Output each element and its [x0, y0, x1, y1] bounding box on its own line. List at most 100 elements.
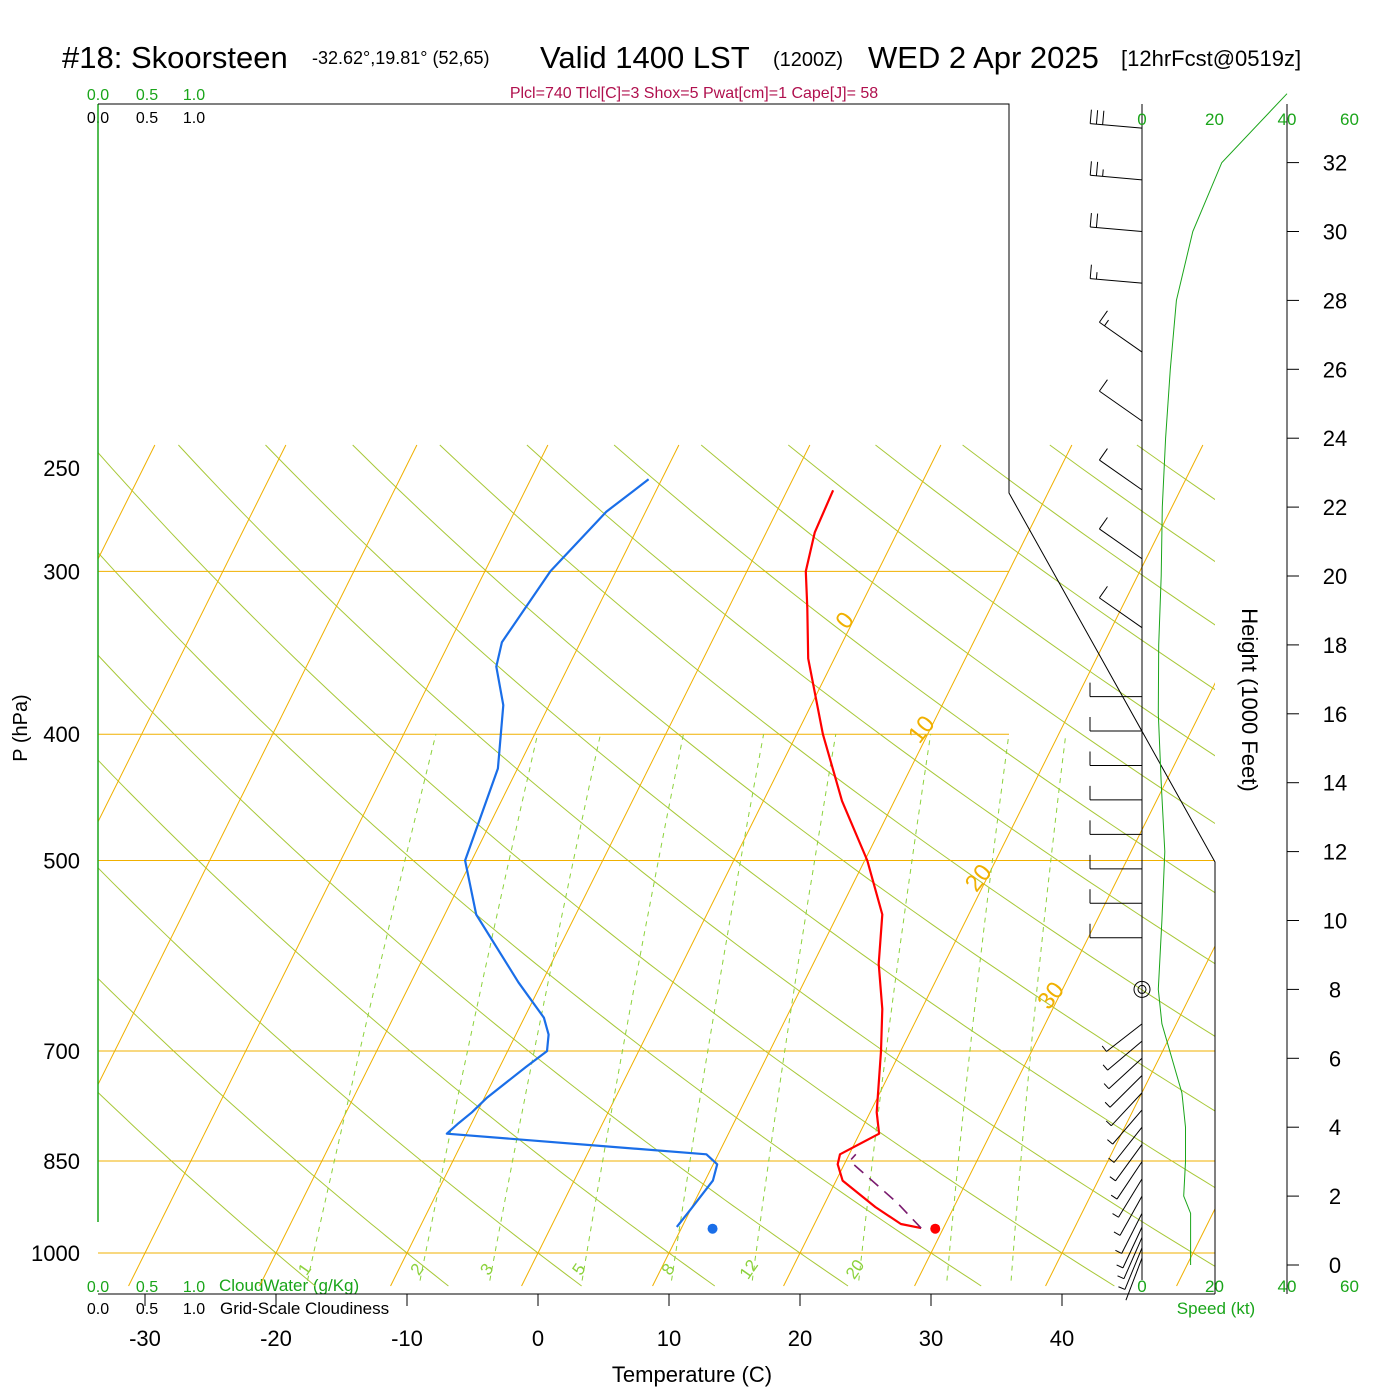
y-axis-title: P (hPa) [10, 694, 32, 761]
mixing-ratio-label: 20 [842, 1256, 868, 1282]
pressure-tick-label: 250 [43, 456, 80, 481]
x-tick-label: 10 [657, 1326, 681, 1351]
wind-barb-shaft [1090, 226, 1143, 232]
dewpoint-line [445, 478, 719, 1228]
wind-barb-flag [1107, 1139, 1114, 1145]
cloudwater-scale-top: 0.0 0.5 1.0 0.0 0.5 1.0 [87, 87, 205, 127]
x-tick-label: -30 [129, 1326, 161, 1351]
x-tick-label: 0 [532, 1326, 544, 1351]
temperature-line [804, 489, 922, 1230]
mixing-ratio-line [489, 734, 601, 1281]
x-axis-title: Temperature (C) [612, 1362, 772, 1387]
dry-adiabat-line [98, 759, 716, 1287]
cloudiness-tick: 0.5 [136, 110, 158, 127]
wind-barb-flag [1089, 264, 1092, 279]
mixing-ratio-label: 2 [407, 1260, 428, 1279]
calm-wind-circle [1137, 984, 1147, 994]
height-tick-label: 24 [1323, 426, 1347, 451]
mixing-ratio-line [671, 734, 765, 1281]
wind-barb-flag [1098, 586, 1108, 599]
wind-barb-shaft [1106, 1023, 1143, 1052]
x-tick-label: -20 [260, 1326, 292, 1351]
wind-barb-flag [1098, 517, 1108, 530]
wind-barb-flag [1113, 1231, 1121, 1236]
dry-adiabats [98, 444, 1400, 1287]
mixing-ratio-line [581, 734, 684, 1281]
wind-barb-flag [1095, 272, 1098, 280]
speed-tick-label: 20 [1205, 1277, 1224, 1296]
pressure-tick-label: 300 [43, 559, 80, 584]
wind-barb-shaft [1112, 1109, 1143, 1145]
isotherm-label: 10 [903, 711, 941, 749]
wind-barb-flag [1115, 1249, 1122, 1254]
height-tick-label: 20 [1323, 564, 1347, 589]
mixing-ratio-line [858, 734, 932, 1281]
wind-barb-shaft [1124, 1247, 1143, 1290]
wind-barb-flag [1117, 1275, 1125, 1280]
plot-frame [97, 103, 1288, 1295]
surface-points [707, 1223, 941, 1234]
surface-dewpoint-point [707, 1223, 718, 1234]
dry-adiabat-line [98, 977, 449, 1287]
wind-barb-shaft [1090, 174, 1143, 181]
x-tick-label: 20 [788, 1326, 812, 1351]
wind-barb-shaft [1090, 278, 1143, 284]
height-tick-label: 32 [1323, 151, 1347, 176]
sounding-series [445, 478, 922, 1230]
wind-barb-flag [1095, 161, 1099, 176]
dry-adiabat-line [98, 867, 582, 1287]
pressure-tick-label: 1000 [31, 1241, 80, 1266]
isotherm-line [1176, 1207, 1215, 1287]
height-tick-label: 6 [1329, 1046, 1341, 1071]
wind-barb-shaft [1119, 1195, 1143, 1236]
speed-tick-label: 40 [1278, 1277, 1297, 1296]
cloudwater-tick: 0.0 [87, 87, 109, 104]
height-tick-label: 26 [1323, 357, 1347, 382]
dry-adiabat-line [1224, 445, 1400, 1286]
speed-tick-label: 60 [1340, 110, 1359, 129]
pressure-tick-label: 500 [43, 849, 80, 874]
isotherm-line [914, 682, 1215, 1287]
height-tick-label: 28 [1323, 288, 1347, 313]
wind-barb-shaft [1123, 1237, 1143, 1279]
dry-adiabat-line [178, 444, 1215, 1267]
wind-barb-flag [1112, 1213, 1119, 1218]
cloudiness-tick: 0.0 [87, 1301, 109, 1318]
wind-barb-shaft [1099, 459, 1143, 491]
mixing-ratio-line [419, 734, 539, 1281]
dry-adiabat-line [439, 444, 1215, 1037]
wind-barb-flag [1118, 1286, 1126, 1290]
dry-adiabat-line [265, 444, 1215, 1189]
isotherm-line [0, 445, 24, 1286]
wind-barb-flag [1108, 1157, 1115, 1163]
wind-barb-shaft [1108, 1057, 1143, 1090]
height-tick-label: 0 [1329, 1253, 1341, 1278]
isotherm-line [259, 444, 680, 1287]
wind-barb-flag [1101, 1045, 1107, 1052]
height-tick-label: 18 [1323, 633, 1347, 658]
isotherm-line [98, 444, 287, 823]
mixing-ratio-line [751, 734, 837, 1281]
wind-barb-flag [1109, 1176, 1116, 1182]
cloudwater-label: CloudWater (g/Kg) [219, 1276, 359, 1295]
dry-adiabat-line [700, 444, 1215, 825]
mixing-ratio-label: 12 [736, 1256, 762, 1282]
cloudwater-tick: 0.0 [87, 1279, 109, 1296]
station-coords: -32.62°,19.81° (52,65) [312, 48, 490, 68]
height-tick-label: 10 [1323, 909, 1347, 934]
mixing-ratio-line [307, 734, 437, 1281]
speed-tick-label: 40 [1278, 110, 1297, 129]
wind-barb-shaft [1122, 1226, 1143, 1269]
station-title: #18: Skoorsteen [62, 40, 288, 75]
height-tick-label: 14 [1323, 771, 1347, 796]
isotherm-labels: 0 10 20 30 [830, 607, 1070, 1014]
mixing-ratio-label: 3 [476, 1260, 497, 1279]
wind-barb-shaft [1125, 1257, 1143, 1301]
wind-barbs [1089, 109, 1151, 1301]
dry-adiabat-line [787, 444, 1215, 757]
surface-temperature-point [930, 1223, 941, 1234]
dry-adiabat-line [352, 444, 1215, 1112]
calm-wind-circle [1133, 980, 1151, 998]
wind-barb-shaft [1113, 1126, 1143, 1163]
